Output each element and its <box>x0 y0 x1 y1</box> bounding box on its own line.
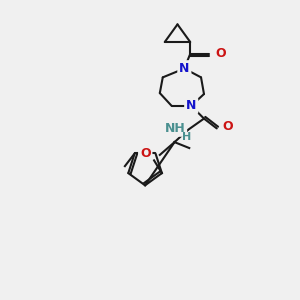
Text: O: O <box>216 47 226 60</box>
Text: N: N <box>179 62 190 75</box>
Text: N: N <box>186 99 196 112</box>
Text: O: O <box>223 120 233 133</box>
Text: NH: NH <box>165 122 185 135</box>
Text: H: H <box>182 132 192 142</box>
Text: O: O <box>140 147 151 160</box>
